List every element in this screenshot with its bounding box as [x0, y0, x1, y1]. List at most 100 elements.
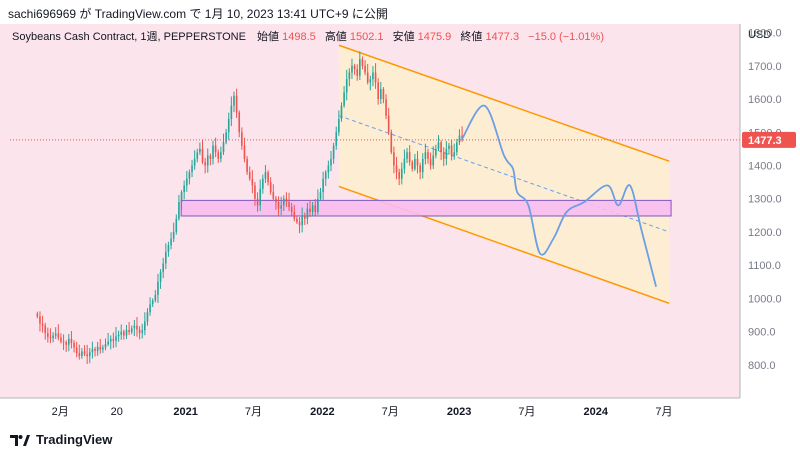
candle-body [62, 341, 65, 343]
candle-body [222, 142, 225, 153]
candle-body [369, 79, 372, 83]
price-axis-background [740, 24, 800, 400]
candle-body [44, 325, 47, 334]
candle-body [414, 158, 416, 169]
candle-body [175, 218, 178, 232]
brand[interactable]: TradingView [10, 432, 112, 447]
candle-body [408, 152, 411, 163]
candle-body [359, 59, 361, 76]
time-axis[interactable]: 2月 20 2021 7月 2022 7月 2023 7月 2024 7月 [0, 397, 800, 426]
candle-body [361, 59, 364, 66]
candle-body [204, 162, 206, 166]
candle-body [442, 152, 445, 159]
candle-body [67, 338, 70, 345]
candle-body [104, 344, 107, 348]
candle-body [214, 145, 217, 153]
legend-low-value: 1475.9 [418, 31, 452, 43]
candle-body [149, 304, 151, 313]
candle-body [178, 202, 180, 219]
candle-body [39, 316, 41, 324]
candle-body [306, 208, 309, 219]
time-tick-label: 7月 [382, 406, 399, 418]
price-tick-label: 1200.0 [748, 227, 782, 239]
candle-body [374, 72, 377, 83]
chart-area[interactable]: USD1800.01700.01600.01500.01400.01300.01… [0, 24, 800, 426]
candle-body [235, 95, 238, 113]
candle-body [83, 351, 86, 355]
candle-body [385, 99, 387, 116]
candle-body [248, 172, 251, 179]
candle-body [120, 331, 123, 335]
publish-header: sachi696969 が TradingView.com で 1月 10, 2… [0, 0, 800, 24]
time-axis-background [0, 398, 800, 426]
candle-body [157, 281, 159, 296]
candle-body [88, 352, 91, 357]
candle-body [377, 82, 379, 100]
candle-body [162, 263, 165, 272]
candle-body [99, 346, 102, 350]
time-tick-label: 20 [111, 406, 123, 418]
publish-info: sachi696969 が TradingView.com で 1月 10, 2… [8, 7, 388, 21]
candle-body [319, 192, 322, 199]
candle-body [403, 158, 406, 169]
candle-body [450, 145, 453, 156]
candle-body [117, 334, 120, 337]
channel-upper-line [338, 44, 670, 162]
candle-body [254, 185, 256, 199]
candle-body [387, 115, 390, 133]
candle-body [220, 152, 222, 159]
candle-body [86, 354, 88, 357]
candle-body [246, 158, 248, 173]
candle-body [154, 295, 157, 301]
candle-body [233, 95, 235, 106]
candle-body [366, 72, 369, 83]
candle-body [453, 152, 456, 156]
candle-body [445, 148, 448, 159]
price-axis[interactable]: USD1800.01700.01600.01500.01400.01300.01… [739, 24, 800, 400]
candle-body [340, 105, 343, 119]
time-tick-label: 2023 [447, 406, 471, 418]
candle-body [429, 158, 432, 166]
candle-body [52, 335, 54, 339]
candle-body [298, 221, 301, 226]
candle-body [296, 218, 298, 222]
candle-body [332, 145, 335, 159]
tradingview-logo-icon [10, 434, 30, 446]
candle-body [290, 207, 293, 212]
candle-body [262, 178, 264, 189]
price-chart[interactable]: USD1800.01700.01600.01500.01400.01300.01… [0, 24, 800, 426]
candle-body [78, 353, 81, 357]
candle-body [144, 321, 146, 331]
candle-body [282, 198, 285, 206]
candle-body [70, 338, 73, 343]
price-tick-label: 1100.0 [748, 260, 781, 272]
candle-body [102, 347, 104, 350]
candle-body [338, 119, 340, 133]
price-tick-label: 1700.0 [748, 61, 782, 73]
candle-body [130, 328, 133, 333]
candle-body [196, 152, 199, 159]
candle-body [217, 152, 220, 159]
candle-body [293, 212, 296, 219]
price-tick-label: 1400.0 [748, 161, 782, 173]
candle-body [193, 158, 196, 166]
candle-body [256, 198, 259, 206]
candle-body [411, 162, 414, 169]
candle-body [269, 182, 272, 193]
candle-body [172, 231, 175, 239]
time-tick-label: 7月 [518, 406, 535, 418]
price-tick-label: 1600.0 [748, 94, 782, 106]
candle-body [390, 132, 393, 153]
candle-body [54, 333, 57, 336]
candle-body [288, 202, 290, 208]
currency-label: USD [748, 29, 771, 41]
candle-body [138, 329, 141, 333]
candle-body [115, 336, 117, 341]
price-tick-label: 800.0 [748, 360, 776, 372]
candle-body [437, 142, 440, 149]
candle-body [41, 323, 44, 326]
candle-body [225, 132, 227, 143]
candle-body [170, 238, 172, 246]
candle-body [185, 178, 188, 186]
legend-high-value: 1502.1 [350, 31, 384, 43]
